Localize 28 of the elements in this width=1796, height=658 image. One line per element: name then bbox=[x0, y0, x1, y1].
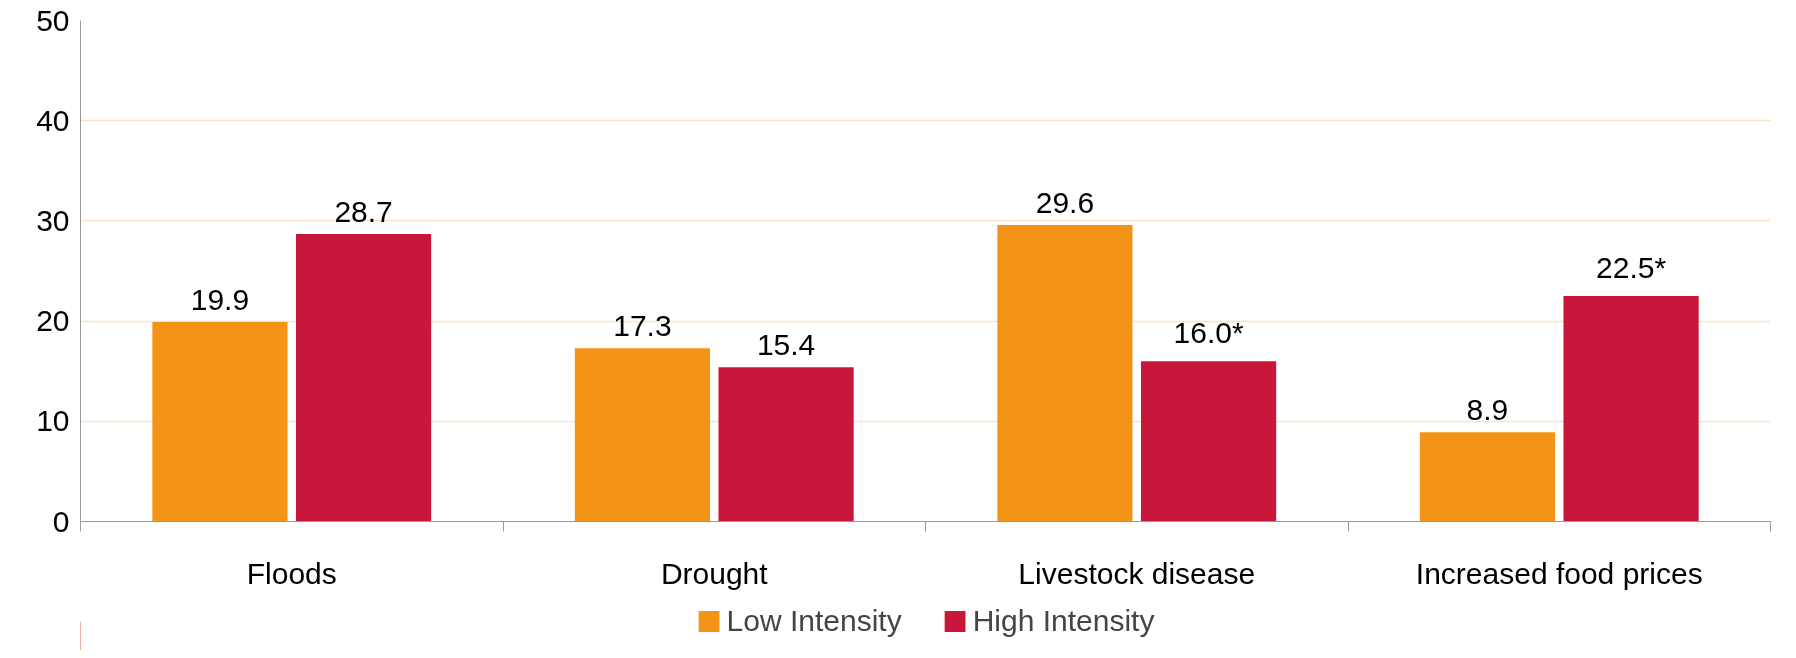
data-label: 8.9 bbox=[1466, 393, 1509, 427]
bar bbox=[1140, 361, 1277, 522]
legend-label: High Intensity bbox=[972, 604, 1155, 638]
legend-label: Low Intensity bbox=[726, 604, 902, 638]
y-tick-label: 20 bbox=[36, 304, 70, 338]
y-tick-label: 10 bbox=[36, 404, 70, 438]
bar bbox=[997, 224, 1133, 522]
bar bbox=[152, 322, 288, 522]
y-tick-label: 40 bbox=[36, 103, 70, 137]
data-label: 17.3 bbox=[613, 309, 672, 343]
bar bbox=[295, 233, 432, 522]
data-label: 28.7 bbox=[334, 194, 393, 228]
data-label: 22.5* bbox=[1596, 251, 1667, 285]
bar bbox=[574, 348, 711, 522]
data-label: 19.9 bbox=[190, 283, 250, 317]
y-tick-label: 0 bbox=[52, 504, 70, 538]
x-tick-label: Increased food prices bbox=[1415, 556, 1703, 590]
bar bbox=[1563, 296, 1699, 522]
bar bbox=[1419, 432, 1556, 522]
y-tick-label: 50 bbox=[36, 3, 70, 37]
data-label: 15.4 bbox=[756, 328, 816, 362]
x-tick-label: Drought bbox=[660, 556, 769, 590]
x-tick-label: Livestock disease bbox=[1018, 556, 1256, 590]
x-tick-label: Floods bbox=[246, 556, 337, 590]
data-label: 16.0* bbox=[1173, 316, 1244, 350]
data-label: 29.6 bbox=[1035, 185, 1095, 219]
bar bbox=[718, 367, 854, 522]
y-tick-label: 30 bbox=[36, 203, 70, 237]
